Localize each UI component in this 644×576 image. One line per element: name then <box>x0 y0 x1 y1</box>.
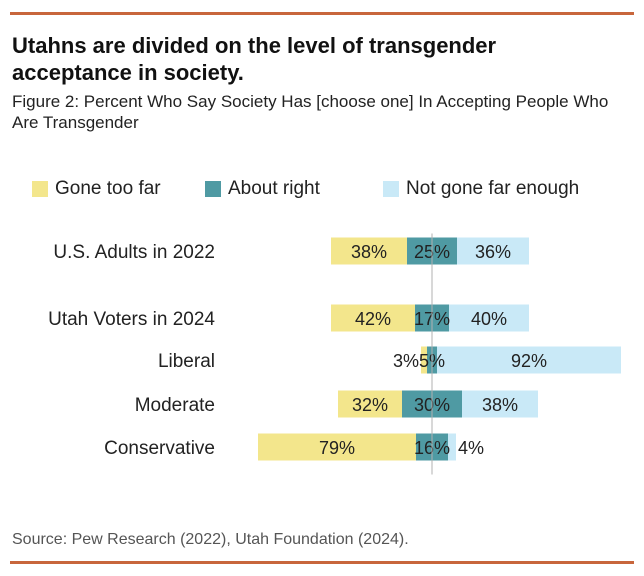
value-label-gone-too-far-moderate: 32% <box>352 395 388 415</box>
legend-item-gone-too-far: Gone too far <box>32 178 161 200</box>
legend-swatch-gone-too-far <box>32 181 48 197</box>
value-label-not-gone-far-enough-u-s-adults-in-2022: 36% <box>475 242 511 262</box>
bar-gone-too-far-utah-voters-in-2024 <box>331 304 415 332</box>
value-label-gone-too-far-liberal: 3% <box>393 351 419 371</box>
value-label-not-gone-far-enough-liberal: 92% <box>511 351 547 371</box>
legend-swatch-not-gone-far-enough <box>383 181 399 197</box>
chart-title: Utahns are divided on the level of trans… <box>12 33 497 85</box>
value-label-not-gone-far-enough-utah-voters-in-2024: 40% <box>471 309 507 329</box>
legend-label-gone-too-far: Gone too far <box>55 178 161 199</box>
bar-gone-too-far-conservative <box>258 433 416 461</box>
category-label-moderate: Moderate <box>135 395 215 416</box>
value-label-not-gone-far-enough-moderate: 38% <box>482 395 518 415</box>
category-label-liberal: Liberal <box>158 351 215 372</box>
legend-item-about-right: About right <box>205 178 320 200</box>
chart-legend: Gone too far About right Not gone far en… <box>0 178 644 208</box>
value-label-gone-too-far-conservative: 79% <box>319 438 355 458</box>
value-label-gone-too-far-utah-voters-in-2024: 42% <box>355 309 391 329</box>
bar-not-gone-far-enough-moderate <box>462 390 538 418</box>
category-label-conservative: Conservative <box>104 438 215 459</box>
legend-item-not-gone-far-enough: Not gone far enough <box>383 178 579 200</box>
bar-gone-too-far-u-s-adults-in-2022 <box>331 237 407 265</box>
category-label-utah-voters-in-2024: Utah Voters in 2024 <box>48 309 215 330</box>
category-label-u-s-adults-in-2022: U.S. Adults in 2022 <box>53 242 215 263</box>
bar-gone-too-far-moderate <box>338 390 402 418</box>
legend-swatch-about-right <box>205 181 221 197</box>
bar-not-gone-far-enough-utah-voters-in-2024 <box>449 304 529 332</box>
bar-not-gone-far-enough-liberal <box>437 346 621 374</box>
value-label-not-gone-far-enough-conservative: 4% <box>458 438 484 458</box>
top-accent-rule <box>10 12 634 15</box>
legend-label-not-gone-far-enough: Not gone far enough <box>406 178 580 199</box>
legend-label-about-right: About right <box>228 178 320 199</box>
bar-not-gone-far-enough-u-s-adults-in-2022 <box>457 237 529 265</box>
bar-gone-too-far-liberal <box>421 346 427 374</box>
bar-not-gone-far-enough-conservative <box>448 433 456 461</box>
source-note: Source: Pew Research (2022), Utah Founda… <box>12 531 409 548</box>
bottom-accent-rule <box>10 561 634 564</box>
chart-subtitle: Figure 2: Percent Who Say Society Has [c… <box>12 92 609 132</box>
value-label-gone-too-far-u-s-adults-in-2022: 38% <box>351 242 387 262</box>
